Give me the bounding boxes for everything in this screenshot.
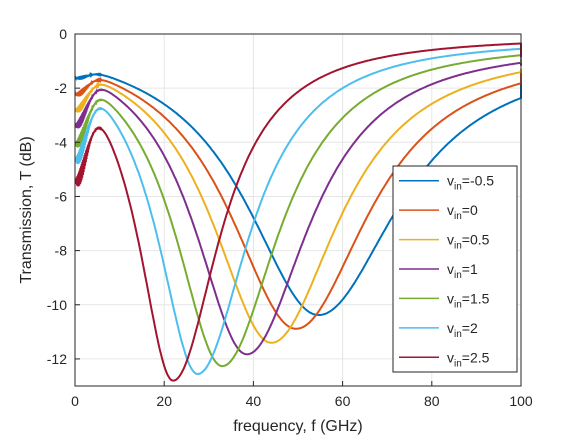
series-lines [74,42,522,382]
series-line-0.5 [74,68,522,344]
x-tick-label: 20 [156,393,172,409]
y-tick-label: -10 [47,297,67,313]
x-tick-labels: 0 20 40 60 80 100 [71,381,533,409]
series-ripple-0.5 [74,81,103,113]
y-tick-label: -4 [55,134,68,150]
legend-label--0.5: vin=-0.5 [447,173,494,193]
x-tick-label: 100 [509,393,533,409]
y-tick-label: -6 [55,188,68,204]
series-ripple-1.5 [74,98,103,148]
series-ripple-1 [74,87,103,129]
legend-label-1.5: vin=1.5 [447,290,490,310]
series-ripple--0.5 [74,71,103,82]
series-ripple-2.5 [74,126,103,187]
series-ripple-0 [74,76,103,97]
y-axis-label: Transmission, T (dB) [18,136,35,283]
x-tick-label: 60 [335,393,351,409]
y-tick-label: -12 [47,351,67,367]
series-line-2 [74,47,522,375]
y-tick-labels: 0 -2 -4 -6 -8 -10 -12 [47,26,80,367]
legend: vin=-0.5 vin=0 vin=0.5 vin=1 vin=1.5 vin=2 vin… [392,165,518,373]
legend-label-2: vin=2 [447,320,478,340]
axes-box [74,33,522,387]
series-line-0 [74,71,522,330]
x-axis-label: frequency, f (GHz) [233,418,363,435]
legend-label-1: vin=1 [447,261,478,281]
x-tick-label: 40 [246,393,262,409]
series-line-1 [74,61,522,356]
series-line-2.5 [74,42,522,382]
y-tick-label: -8 [55,243,68,259]
x-tick-label: 80 [424,393,440,409]
series-ripple-2 [74,107,103,165]
legend-label-2.5: vin=2.5 [447,349,490,369]
series-line--0.5 [74,73,522,316]
y-tick-label: 0 [59,26,67,42]
y-tick-label: -2 [55,80,68,96]
series-line-1.5 [74,54,522,368]
x-tick-label: 0 [71,393,79,409]
legend-label-0: vin=0 [447,202,478,222]
legend-label-0.5: vin=0.5 [447,232,490,252]
